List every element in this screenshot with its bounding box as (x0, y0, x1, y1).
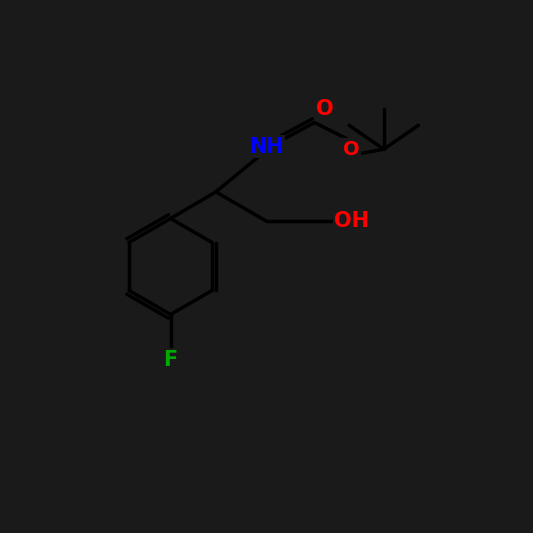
Text: F: F (164, 350, 177, 370)
Text: OH: OH (334, 211, 369, 231)
Text: O: O (343, 140, 360, 159)
Text: O: O (316, 99, 334, 119)
Text: NH: NH (249, 136, 284, 157)
